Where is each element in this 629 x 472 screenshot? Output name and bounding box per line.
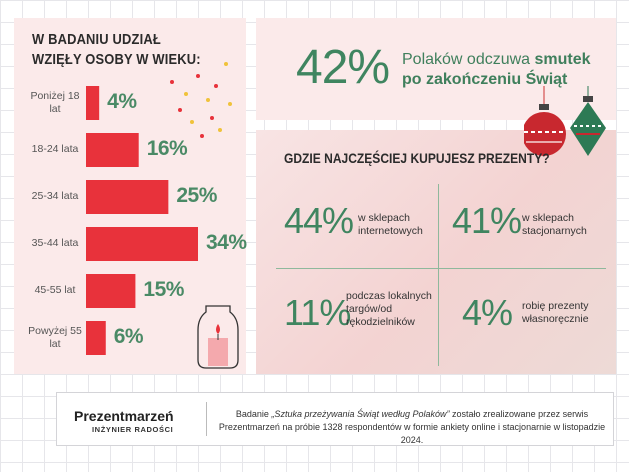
bar-value-label: 16% (146, 137, 188, 160)
chart-title: W BADANIU UDZIAŁ WZIĘŁY OSOBY W WIEKU: (32, 31, 201, 68)
footer-note-b: zostało zrealizowane przez serwis Prezen… (218, 409, 606, 445)
hero-stat-panel (256, 18, 616, 120)
stat-local-percent: 11% (284, 292, 351, 333)
age-category-label: 25-34 lata (31, 190, 79, 202)
bar-value-label: 4% (107, 90, 137, 113)
hero-percent: 42% (296, 41, 390, 94)
stat-handmade-label: robię prezenty własnoręcznie (522, 300, 589, 325)
age-category-label: 35-44 lata (31, 237, 79, 249)
footer-box (56, 392, 614, 446)
hero-text-regular: Polaków odczuwa (402, 51, 535, 68)
age-category-label: 45-55 lat (34, 284, 76, 296)
christmas-ornaments-illustration (524, 86, 606, 156)
bar-value-label: 15% (143, 278, 184, 301)
footer-note-title: „Sztuka przeżywania Świąt według Polaków… (271, 409, 450, 419)
shopping-stats-panel (256, 130, 616, 374)
stats-divider-horizontal (276, 268, 606, 269)
candle-jar-illustration (197, 305, 239, 369)
footer-separator (206, 402, 207, 436)
question-title: GDZIE NAJCZĘŚCIEJ KUPUJESZ PREZENTY? (284, 150, 550, 166)
age-category-label: 18-24 lata (31, 143, 79, 155)
footer-note-a: Badanie (235, 409, 272, 419)
age-category-label: Powyżej 55 lat (28, 325, 82, 350)
age-category-label: Poniżej 18 lat (30, 90, 80, 115)
stats-divider-vertical (438, 184, 439, 366)
stat-local-label: podczas lokalnych targów/od rękodzielnik… (346, 290, 432, 328)
footer-note: Badanie „Sztuka przeżywania Świąt według… (216, 408, 608, 447)
bar-value-label: 25% (176, 184, 217, 207)
brand-tagline: INŻYNIER RADOŚCI (92, 425, 174, 434)
brand-logo: Prezentmarzeń (74, 408, 174, 424)
stat-stationary-label: w sklepach stacjonarnych (522, 212, 587, 237)
bar-value-label: 34% (206, 231, 247, 254)
stat-online-percent: 44% (284, 200, 354, 241)
hero-text: Polaków odczuwa smutek po zakończeniu Św… (402, 50, 612, 90)
stat-online-label: w sklepach internetowych (358, 212, 423, 237)
bar-value-label: 6% (113, 325, 144, 348)
stat-stationary-percent: 41% (452, 200, 522, 241)
hero-text-bold: smutek po zakończeniu Świąt (402, 51, 591, 88)
stat-handmade-percent: 4% (462, 292, 513, 333)
